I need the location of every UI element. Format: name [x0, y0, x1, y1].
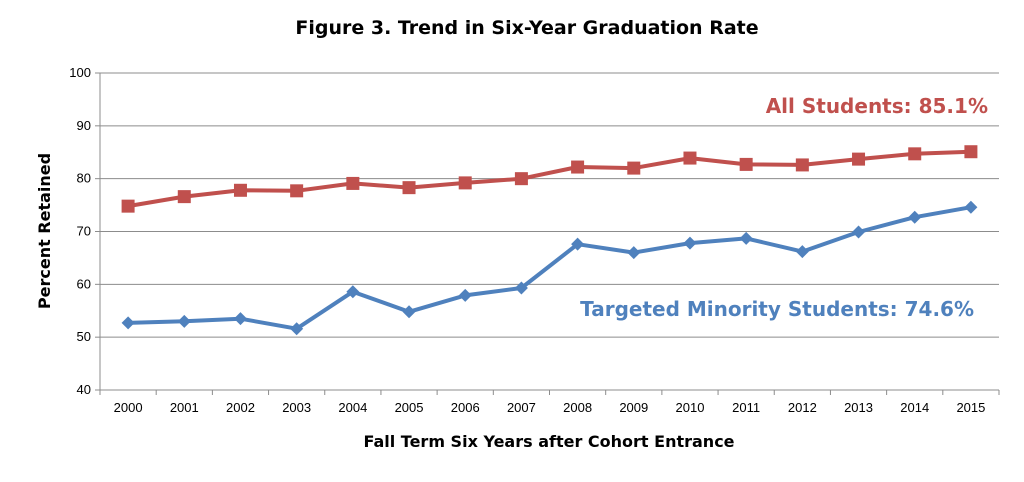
x-axis-label: Fall Term Six Years after Cohort Entranc… [363, 432, 734, 451]
x-tick-label: 2002 [226, 400, 255, 415]
data-point-all [121, 199, 135, 213]
data-point-tms [233, 312, 247, 326]
axes [99, 73, 999, 391]
series-group [121, 145, 978, 336]
data-point-all [346, 176, 360, 190]
data-point-tms [683, 236, 697, 250]
y-tick-label: 100 [69, 65, 91, 80]
y-tick-label: 90 [77, 118, 91, 133]
data-point-all [177, 190, 191, 204]
data-point-all [571, 160, 585, 174]
data-point-tms [908, 210, 922, 224]
data-point-tms [571, 237, 585, 251]
data-point-tms [514, 281, 528, 295]
x-tick-label: 2003 [282, 400, 311, 415]
data-point-all [458, 176, 472, 190]
data-point-all [233, 183, 247, 197]
x-tick-label: 2010 [676, 400, 705, 415]
gridlines [100, 72, 999, 391]
x-tick-label: 2008 [563, 400, 592, 415]
data-point-all [795, 158, 809, 172]
data-point-all [852, 152, 866, 166]
x-axis-ticks: 2000 2001 2002 2003 2004 2005 2006 2007 2008 2009… [99, 390, 1000, 415]
y-axis-label: Percent Retained [35, 153, 54, 309]
x-tick-label: 2007 [507, 400, 536, 415]
series-line-all [127, 149, 971, 209]
x-tick-label: 2006 [451, 400, 480, 415]
data-point-all [683, 151, 697, 165]
x-tick-label: 2001 [170, 400, 199, 415]
data-point-tms [346, 285, 360, 299]
series-all [121, 145, 978, 213]
targeted-minority-series-label: Targeted Minority Students: 74.6% [580, 297, 974, 321]
data-point-all [402, 181, 416, 195]
data-point-tms [852, 225, 866, 239]
data-point-tms [290, 322, 304, 336]
y-tick-label: 50 [77, 329, 91, 344]
y-axis-ticks: 40 50 60 70 80 90 100 [69, 65, 100, 397]
x-tick-label: 2011 [732, 400, 760, 415]
data-point-tms [739, 231, 753, 245]
data-point-tms [458, 288, 472, 302]
data-point-all [964, 145, 978, 159]
data-point-tms [402, 305, 416, 319]
all-students-series-label: All Students: 85.1% [766, 94, 988, 118]
data-point-tms [964, 200, 978, 214]
data-point-all [514, 172, 528, 186]
x-tick-label: 2009 [619, 400, 648, 415]
x-tick-label: 2005 [395, 400, 424, 415]
data-point-all [627, 161, 641, 175]
data-point-tms [121, 316, 135, 330]
y-tick-label: 60 [77, 276, 91, 291]
data-point-tms [795, 245, 809, 259]
x-tick-label: 2000 [114, 400, 143, 415]
chart-title: Figure 3. Trend in Six-Year Graduation R… [295, 17, 758, 39]
data-point-tms [627, 246, 641, 260]
x-tick-label: 2004 [338, 400, 367, 415]
x-tick-label: 2014 [900, 400, 929, 415]
x-tick-label: 2013 [844, 400, 873, 415]
y-tick-label: 40 [77, 382, 91, 397]
series-tms [121, 200, 978, 336]
data-point-all [908, 147, 922, 161]
x-tick-label: 2012 [788, 400, 817, 415]
data-point-all [290, 184, 304, 198]
y-tick-label: 70 [77, 224, 91, 239]
series-line-tms [128, 205, 972, 331]
data-point-tms [177, 314, 191, 328]
y-tick-label: 80 [77, 171, 91, 186]
data-point-all [739, 157, 753, 171]
x-tick-label: 2015 [956, 400, 985, 415]
